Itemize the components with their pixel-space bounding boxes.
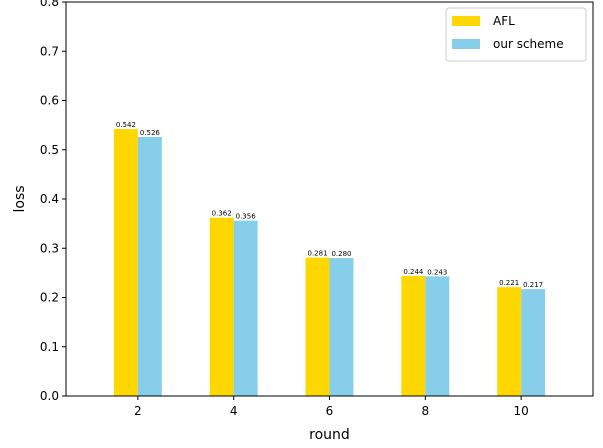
y-tick-label: 0.8 <box>40 0 59 9</box>
legend-label-our-scheme: our scheme <box>493 37 564 51</box>
legend-swatch-afl <box>452 16 480 26</box>
bar-afl-round-6 <box>305 257 330 396</box>
bars-layer <box>113 129 546 396</box>
bar-value-label-afl-round-2: 0.542 <box>116 121 136 129</box>
x-tick-label: 6 <box>326 404 334 418</box>
y-tick-label: 0.5 <box>40 143 59 157</box>
y-axis-title: loss <box>12 185 28 212</box>
x-tick-label: 10 <box>513 404 528 418</box>
bar-our-scheme-round-4 <box>233 220 258 396</box>
bar-value-label-our-scheme-round-4: 0.356 <box>236 213 257 221</box>
bar-afl-round-4 <box>209 217 234 396</box>
bar-our-scheme-round-2 <box>137 136 162 396</box>
y-tick-label: 0.0 <box>40 389 59 403</box>
bar-our-scheme-round-8 <box>425 276 450 396</box>
bar-value-label-our-scheme-round-6: 0.280 <box>331 250 351 258</box>
y-tick-label: 0.2 <box>40 291 59 305</box>
x-axis-title: round <box>309 427 350 443</box>
bar-value-label-afl-round-4: 0.362 <box>212 210 232 218</box>
y-tick-label: 0.7 <box>40 44 59 58</box>
y-tick-label: 0.3 <box>40 241 59 255</box>
legend-swatch-our-scheme <box>452 39 480 49</box>
legend-box <box>445 7 587 62</box>
bar-afl-round-2 <box>113 129 138 396</box>
y-axis: 0.0 0.1 0.2 0.3 0.4 0.5 0.6 0.7 0.8 <box>40 0 66 403</box>
x-axis: 2 4 6 8 10 <box>134 396 529 418</box>
bar-afl-round-8 <box>401 275 426 396</box>
bar-afl-round-10 <box>497 287 522 396</box>
y-tick-label: 0.4 <box>40 192 59 206</box>
bar-value-label-afl-round-10: 0.221 <box>499 279 519 287</box>
y-tick-label: 0.6 <box>40 94 59 108</box>
y-tick-label: 0.1 <box>40 340 59 354</box>
legend-label-afl: AFL <box>493 14 515 28</box>
x-tick-label: 2 <box>134 404 142 418</box>
bar-value-label-our-scheme-round-10: 0.217 <box>523 281 543 289</box>
bar-our-scheme-round-6 <box>329 258 354 396</box>
x-tick-label: 8 <box>421 404 429 418</box>
x-tick-label: 4 <box>230 404 238 418</box>
legend: AFL our scheme <box>445 7 587 62</box>
bar-our-scheme-round-10 <box>521 289 546 396</box>
bar-value-label-our-scheme-round-2: 0.526 <box>140 129 161 137</box>
bar-labels-layer: 0.542 0.526 0.362 0.356 0.281 0.280 0.244 0.243… <box>116 121 543 289</box>
bar-value-label-afl-round-8: 0.244 <box>403 268 424 276</box>
bar-value-label-afl-round-6: 0.281 <box>307 250 327 258</box>
bar-value-label-our-scheme-round-8: 0.243 <box>427 268 447 276</box>
